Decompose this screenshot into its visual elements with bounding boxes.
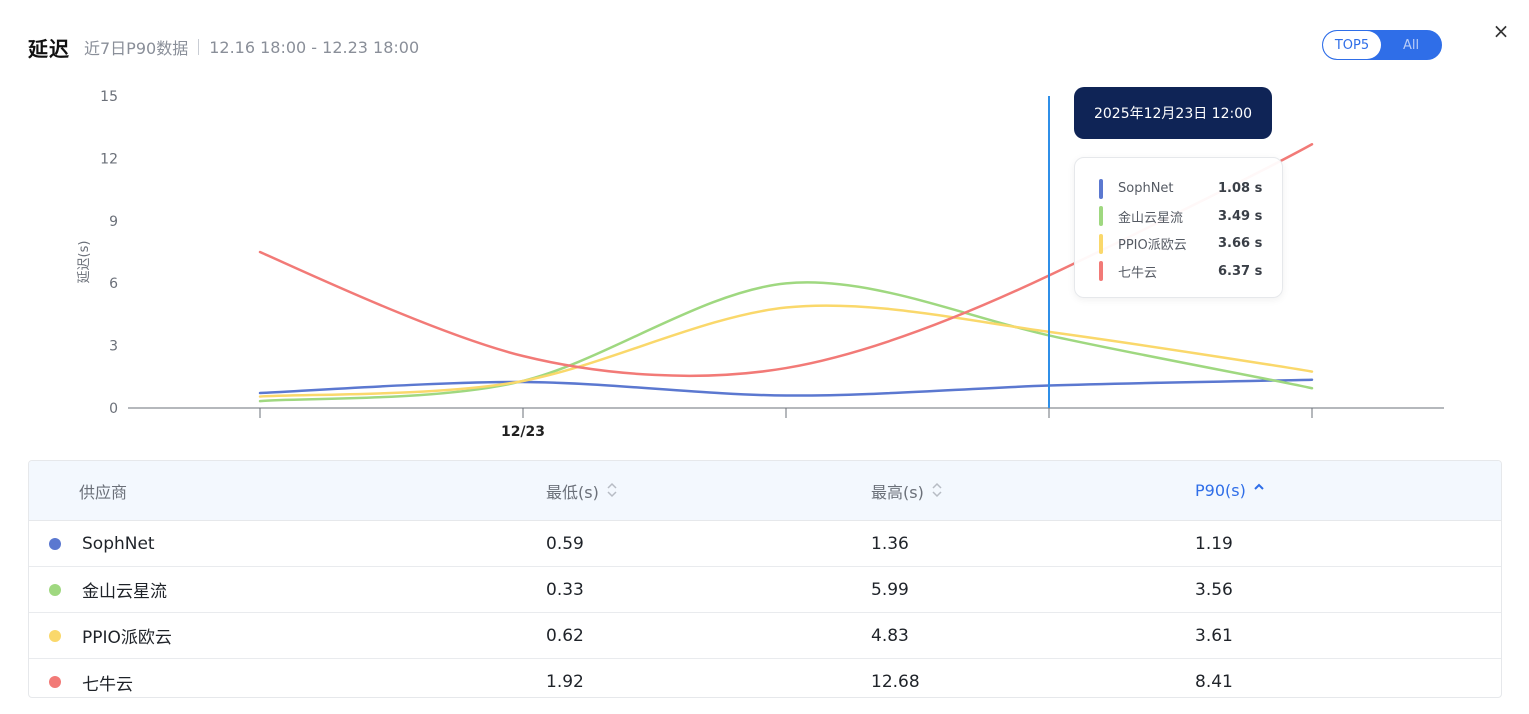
tooltip-series-value: 3.66 s [1218,236,1263,252]
tooltip-series-marker [1099,206,1103,227]
tooltip-date: 2025年12月23日 12:00 [1074,87,1272,139]
series-line [258,304,1314,398]
provider-name: 七牛云 [82,674,133,695]
header-p90-label: P90(s) [1195,481,1246,500]
y-tick-label: 9 [109,214,118,230]
tooltip-series-value: 1.08 s [1218,181,1263,197]
header-max[interactable]: 最高(s) [871,479,1195,503]
provider-cell: 七牛云 [29,670,546,695]
tooltip-box: SophNet 1.08 s 金山云星流 3.49 s PPIO派欧云 3.66… [1074,157,1283,298]
tooltip-series-marker [1099,261,1103,282]
x-tick-label: 12/23 [501,424,545,440]
tooltip-series-value: 3.49 s [1218,208,1263,224]
tooltip-series-name: 七牛云 [1118,265,1158,281]
chart-svg: 0 3 6 9 12 15 延迟(s) 12/23 [77,89,1444,440]
sort-icon[interactable] [932,482,942,500]
tooltip-series-name: PPIO派欧云 [1118,238,1187,254]
max-cell: 4.83 [871,625,909,646]
panel-title: 延迟 [28,36,70,61]
p90-cell: 8.41 [1195,672,1233,692]
header-min[interactable]: 最低(s) [546,479,871,503]
sort-icon-svg [932,482,942,497]
provider-table: 供应商 最低(s) 最高(s) P90(s) [28,460,1502,698]
sort-ascending-icon[interactable] [1254,482,1264,500]
series-color-dot [49,676,61,688]
panel-header: 延迟 近7日P90数据 12.16 18:00 - 12.23 18:00 [28,30,419,64]
y-tick-label: 12 [100,151,118,167]
min-cell: 1.92 [546,672,584,692]
header-provider: 供应商 [79,482,128,502]
provider-name: PPIO派欧云 [82,628,172,648]
max-cell: 5.99 [871,579,909,600]
header-divider [198,39,200,55]
series-line [258,378,1314,397]
provider-cell: SophNet [29,534,546,554]
tooltip-series-name: SophNet [1118,181,1174,197]
date-range: 12.16 18:00 - 12.23 18:00 [209,37,420,57]
max-cell: 12.68 [871,672,920,692]
y-tick-label: 0 [109,401,118,417]
tooltip-series-marker [1099,233,1103,254]
tooltip-row: SophNet 1.08 s [1099,175,1282,203]
series-color-dot [49,537,61,550]
p90-cell: 3.61 [1195,625,1233,646]
y-tick-label: 15 [100,89,118,105]
header-max-label: 最高(s) [871,482,924,502]
toggle-top5[interactable]: TOP5 [1323,31,1381,59]
panel-subtitle: 近7日P90数据 [84,39,189,58]
provider-name: SophNet [82,533,155,554]
min-cell: 0.59 [546,533,584,554]
table-row[interactable]: PPIO派欧云 0.62 4.83 3.61 [29,613,1501,659]
sort-icon[interactable] [607,482,617,500]
top5-all-toggle[interactable]: TOP5 All [1322,30,1442,60]
tooltip-row: PPIO派欧云 3.66 s [1099,230,1282,258]
series-color-dot [49,583,61,596]
p90-cell: 3.56 [1195,579,1233,600]
y-tick-label: 3 [109,339,118,355]
tooltip-row: 金山云星流 3.49 s [1099,203,1282,231]
header-min-label: 最低(s) [546,482,599,502]
tooltip-series-name: 金山云星流 [1118,210,1184,226]
toggle-all[interactable]: All [1402,37,1420,53]
sort-icon-svg [607,482,617,497]
tooltip-row: 七牛云 6.37 s [1099,258,1282,286]
header-p90[interactable]: P90(s) [1195,481,1501,500]
sort-ascending-icon-svg [1254,483,1264,490]
series-color-dot [49,629,61,642]
provider-cell: PPIO派欧云 [29,623,546,648]
max-cell: 1.36 [871,533,909,554]
table-row[interactable]: SophNet 0.59 1.36 1.19 [29,521,1501,567]
provider-name: 金山云星流 [82,582,167,602]
table-row[interactable]: 金山云星流 0.33 5.99 3.56 [29,567,1501,613]
y-axis-label: 延迟(s) [77,241,92,284]
series-line [258,281,1314,403]
y-tick-label: 6 [109,276,118,292]
p90-cell: 1.19 [1195,533,1233,554]
tooltip-series-marker [1099,178,1103,199]
tooltip-series-value: 6.37 s [1218,263,1263,279]
min-cell: 0.62 [546,625,584,646]
close-icon[interactable]: × [1492,19,1510,43]
min-cell: 0.33 [546,579,584,600]
table-header: 供应商 最低(s) 最高(s) P90(s) [29,461,1501,521]
provider-cell: 金山云星流 [29,577,546,602]
latency-line-chart: 0 3 6 9 12 15 延迟(s) 12/23 [0,80,1529,450]
table-row[interactable]: 七牛云 1.92 12.68 8.41 [29,659,1501,697]
